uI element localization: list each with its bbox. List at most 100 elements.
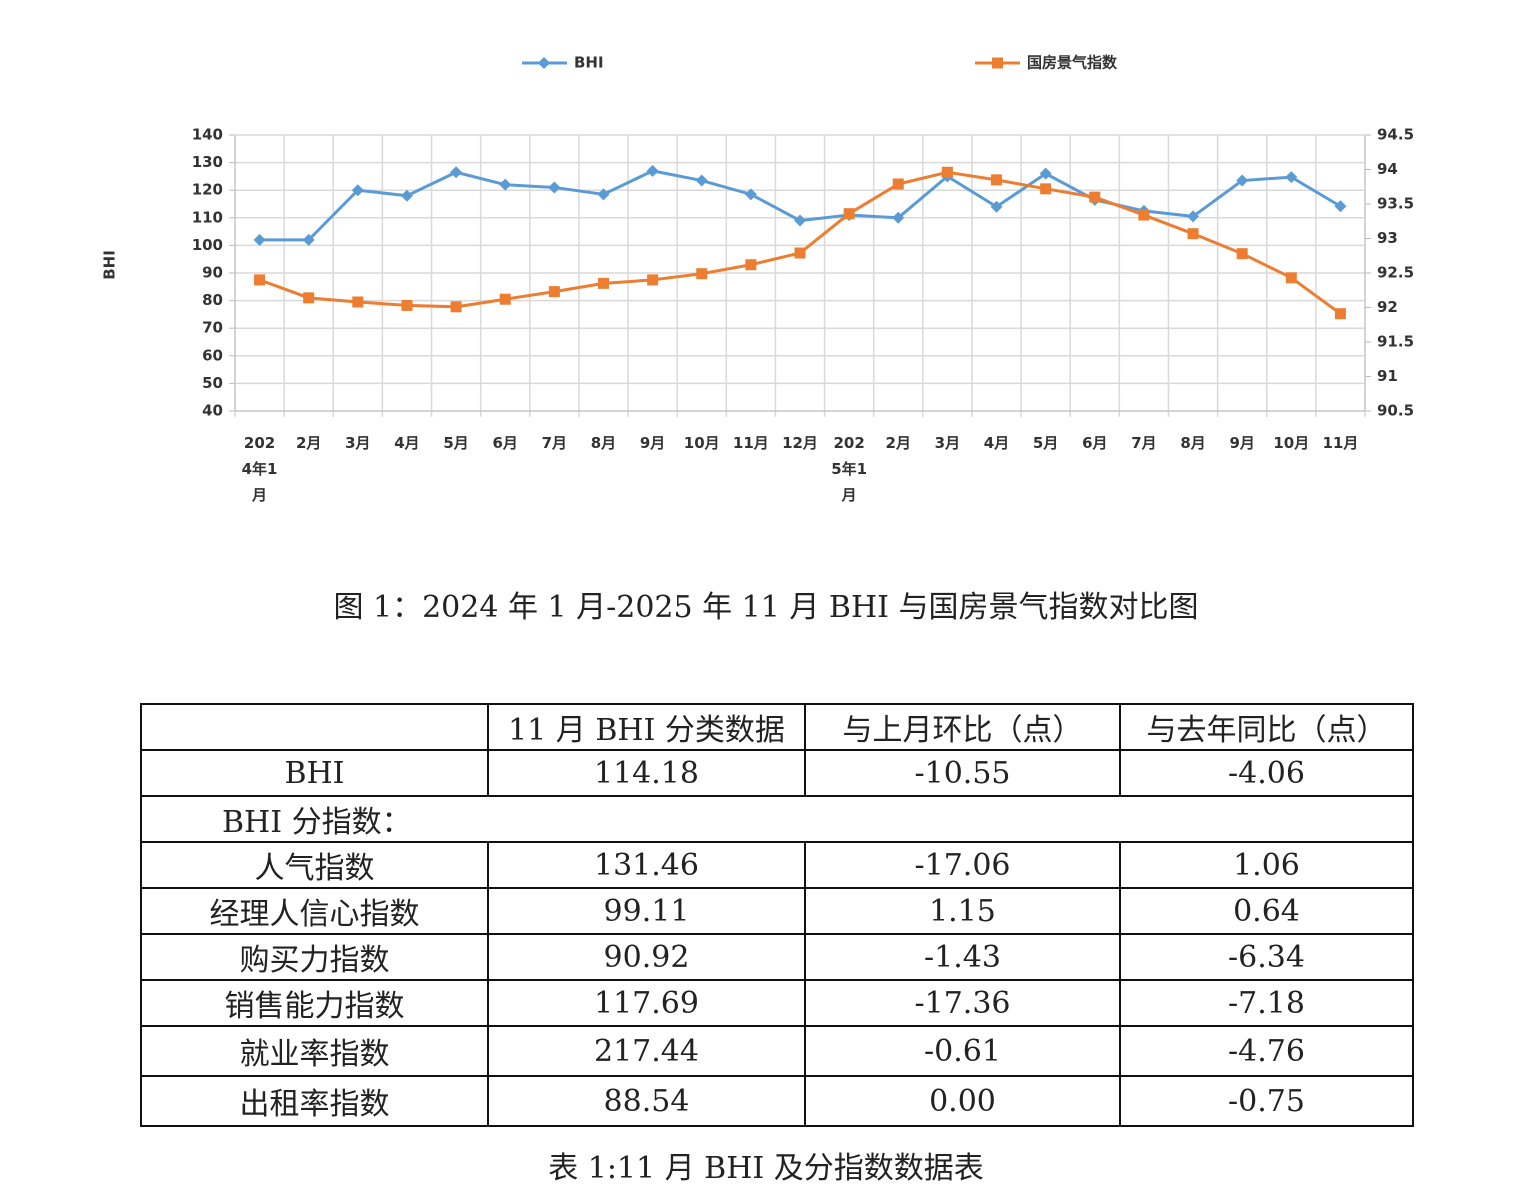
marker [1236, 174, 1249, 187]
cell: 88.54 [487, 1075, 806, 1127]
section-cell: BHI 分指数： [140, 795, 1414, 843]
cell: BHI [140, 749, 489, 797]
section-row: BHI 分指数： [140, 795, 1414, 843]
y-tick-label: 50 [202, 374, 223, 392]
cell: -0.75 [1119, 1075, 1414, 1127]
marker [597, 188, 610, 201]
table-row: 出租率指数 88.54 0.00 -0.75 [140, 1075, 1414, 1127]
y2-tick-label: 94 [1377, 160, 1398, 178]
y-tick-label: 140 [192, 126, 223, 144]
cell: 217.44 [487, 1025, 806, 1077]
x-tick-label: 5月 [1032, 434, 1059, 452]
cell: 99.11 [487, 887, 806, 935]
table-row: 人气指数 131.46 -17.06 1.06 [140, 841, 1414, 889]
cell: -17.36 [804, 979, 1121, 1027]
marker [303, 292, 315, 304]
y2-tick-label: 94.5 [1377, 126, 1414, 144]
marker [646, 164, 659, 177]
cell: 出租率指数 [140, 1075, 489, 1127]
header-row: 11 月 BHI 分类数据 与上月环比（点） 与去年同比（点） [140, 703, 1414, 751]
marker [892, 178, 904, 190]
y-tick-label: 110 [192, 208, 223, 226]
x-tick-label: 3月 [345, 434, 371, 452]
marker [1236, 248, 1248, 260]
marker [1187, 210, 1200, 223]
x-tick-label: 10月 [683, 434, 720, 452]
marker [400, 189, 413, 202]
cell: 0.64 [1119, 887, 1414, 935]
table-caption: 表 1:11 月 BHI 及分指数数据表 [548, 1151, 984, 1186]
data-table: 11 月 BHI 分类数据 与上月环比（点） 与去年同比（点） BHI 114.… [140, 703, 1414, 1127]
y2-tick-label: 90.5 [1377, 402, 1414, 420]
x-tick-label: 11月 [732, 434, 769, 452]
marker [1040, 183, 1052, 195]
marker [450, 301, 462, 313]
marker [1334, 308, 1346, 320]
marker [1089, 191, 1101, 203]
cell: 1.06 [1119, 841, 1414, 889]
marker [401, 299, 413, 311]
marker [351, 184, 364, 197]
y-tick-label: 100 [192, 236, 223, 254]
y-tick-label: 80 [202, 291, 223, 309]
marker [352, 296, 364, 308]
header-cell: 与上月环比（点） [804, 703, 1121, 751]
y-tick-label: 120 [192, 181, 223, 199]
cell: -6.34 [1119, 933, 1414, 981]
marker [892, 211, 905, 224]
x-tick-label: 8月 [590, 434, 617, 452]
x-tick-label: 2月 [885, 434, 911, 452]
x-tick-label: 6月 [492, 434, 518, 452]
marker [597, 277, 609, 289]
y-tick-label: 90 [202, 264, 223, 282]
marker [302, 233, 315, 246]
cell: 0.00 [804, 1075, 1121, 1127]
cell: 经理人信心指数 [140, 887, 489, 935]
marker [450, 166, 463, 179]
x-tick-label: 7月 [541, 434, 568, 452]
x-tick-label: 10月 [1273, 434, 1310, 452]
marker [647, 274, 659, 286]
marker [1039, 167, 1052, 180]
x-tick-label: 12月 [782, 434, 818, 452]
cell: -7.18 [1119, 979, 1414, 1027]
x-tick-label: 11月 [1322, 434, 1359, 452]
cell: 1.15 [804, 887, 1121, 935]
x-tick-label: 6月 [1082, 434, 1108, 452]
marker [548, 286, 560, 298]
legend-label: 国房景气指数 [1027, 54, 1118, 72]
x-tick-label: 2025年1月 [831, 434, 868, 504]
y-axis-label: BHI [101, 250, 119, 280]
x-tick-label: 5月 [443, 434, 469, 452]
header-cell: 与去年同比（点） [1119, 703, 1414, 751]
y-tick-label: 60 [202, 346, 223, 364]
chart: BHI 40 50 60 70 80 90 100 110 120 130 140 90.5 91 91.… [101, 54, 1415, 420]
marker [990, 200, 1003, 213]
cell: 人气指数 [140, 841, 489, 889]
marker [843, 208, 855, 220]
x-tick-label: 4月 [394, 434, 420, 452]
y-tick-label: 70 [202, 319, 223, 337]
marker [794, 247, 806, 259]
cell: -17.06 [804, 841, 1121, 889]
marker [1285, 171, 1298, 184]
y2-tick-label: 92.5 [1377, 264, 1414, 282]
marker [499, 293, 511, 305]
x-tick-label: 9月 [1229, 434, 1255, 452]
marker [253, 233, 266, 246]
marker [941, 166, 953, 178]
figure-caption: 图 1：2024 年 1 月-2025 年 11 月 BHI 与国房景气指数对比… [333, 590, 1199, 625]
x-tick-label: 2月 [295, 434, 322, 452]
y2-tick-label: 93.5 [1377, 195, 1414, 213]
marker [1285, 272, 1297, 284]
cell: -1.43 [804, 933, 1121, 981]
table-row: 销售能力指数 117.69 -17.36 -7.18 [140, 979, 1414, 1027]
legend-label: BHI [574, 54, 604, 72]
legend-marker [992, 57, 1003, 69]
x-tick-label: 3月 [934, 434, 961, 452]
marker [1138, 209, 1150, 221]
x-tick-label: 7月 [1131, 434, 1157, 452]
cell: 就业率指数 [140, 1025, 489, 1077]
cell: 90.92 [487, 933, 806, 981]
